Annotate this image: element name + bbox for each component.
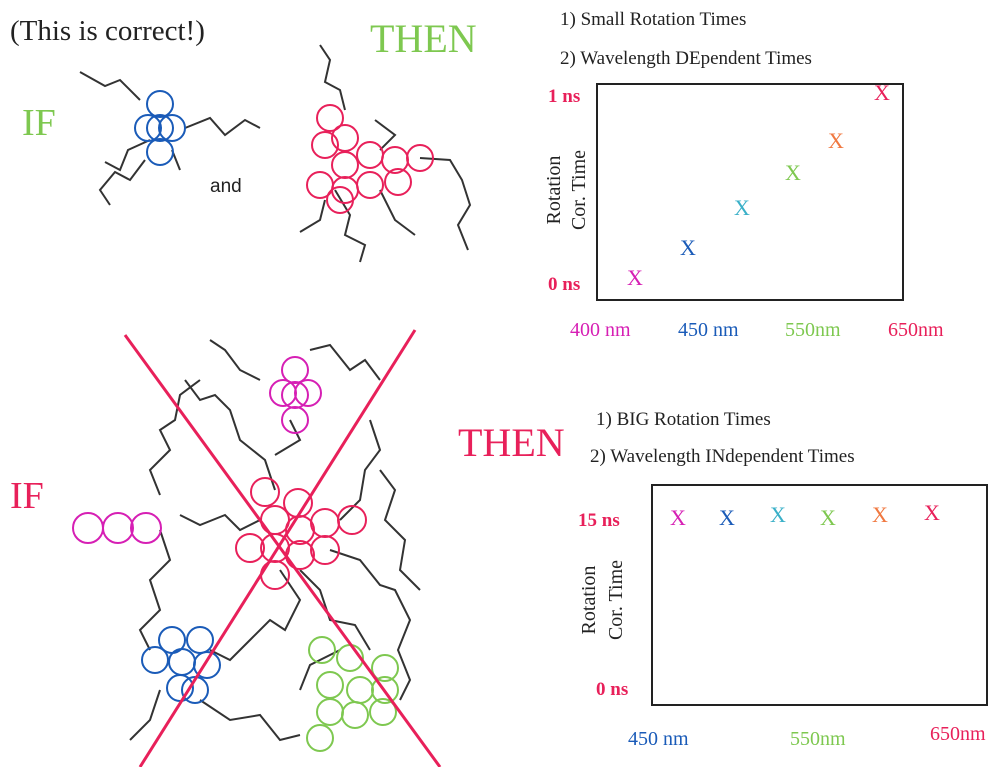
y-title: Cor. Time <box>605 560 627 640</box>
y-title: Rotation <box>543 156 565 225</box>
chain <box>420 158 470 250</box>
ring <box>142 647 168 673</box>
ring <box>103 513 133 543</box>
x-label: 450 nm <box>628 728 689 750</box>
and-label: and <box>210 176 242 197</box>
marker: X <box>627 265 643 290</box>
chain <box>300 570 370 650</box>
marker: X <box>828 128 844 153</box>
marker: X <box>734 195 750 220</box>
then-label: THEN <box>370 16 477 61</box>
then-label: THEN <box>458 420 565 465</box>
x-label: 450 nm <box>678 319 739 341</box>
ring <box>357 172 383 198</box>
chain <box>200 700 300 740</box>
chain <box>300 200 325 232</box>
cross-line <box>140 330 415 767</box>
item: 2) Wavelength INdependent Times <box>590 446 855 467</box>
chain <box>380 190 415 235</box>
ring <box>311 536 339 564</box>
figure: (This is correct!) IF and THEN 1) Small … <box>0 0 1006 767</box>
marker: X <box>680 235 696 260</box>
marker: X <box>785 160 801 185</box>
x-label: 650nm <box>888 319 944 341</box>
item: 1) BIG Rotation Times <box>596 409 771 430</box>
ring <box>317 699 343 725</box>
ring <box>169 649 195 675</box>
y-label: 1 ns <box>548 86 580 107</box>
chain <box>320 45 345 110</box>
ring <box>261 561 289 589</box>
ring <box>187 627 213 653</box>
note: (This is correct!) <box>10 15 205 47</box>
ring <box>147 139 173 165</box>
x-label: 550nm <box>790 728 846 750</box>
chain <box>140 530 170 650</box>
ring <box>342 702 368 728</box>
ring <box>131 513 161 543</box>
marker: X <box>670 505 686 530</box>
ring <box>73 513 103 543</box>
ring <box>317 672 343 698</box>
item: 2) Wavelength DEpendent Times <box>560 48 812 69</box>
if-label: IF <box>10 475 44 517</box>
x-label: 650nm <box>930 723 986 745</box>
ring <box>286 541 314 569</box>
chain <box>210 340 260 380</box>
ring <box>311 509 339 537</box>
chain <box>150 380 200 495</box>
marker: X <box>770 502 786 527</box>
chain <box>275 420 300 455</box>
ring <box>357 142 383 168</box>
chain <box>340 420 380 520</box>
marker: X <box>820 505 836 530</box>
chain <box>100 160 145 205</box>
chain <box>380 470 420 590</box>
chain <box>330 550 410 700</box>
ring <box>347 677 373 703</box>
ring <box>307 725 333 751</box>
chain <box>180 515 260 530</box>
y-title: Rotation <box>578 566 600 635</box>
chain <box>185 118 260 135</box>
ring <box>282 357 308 383</box>
y-label: 0 ns <box>548 274 580 295</box>
marker: X <box>872 502 888 527</box>
item: 1) Small Rotation Times <box>560 9 746 30</box>
marker: X <box>874 80 890 105</box>
ring <box>236 534 264 562</box>
ring <box>338 506 366 534</box>
chain <box>130 690 160 740</box>
y-label: 15 ns <box>578 510 620 531</box>
x-label: 550nm <box>785 319 841 341</box>
marker: X <box>924 500 940 525</box>
ring <box>251 478 279 506</box>
chain <box>310 345 380 380</box>
marker: X <box>719 505 735 530</box>
x-label: 400 nm <box>570 319 631 341</box>
ring <box>332 152 358 178</box>
y-title: Cor. Time <box>568 150 590 230</box>
chain <box>105 140 150 170</box>
ring <box>147 91 173 117</box>
if-label: IF <box>22 102 56 144</box>
chain <box>80 72 140 100</box>
y-label: 0 ns <box>596 679 628 700</box>
